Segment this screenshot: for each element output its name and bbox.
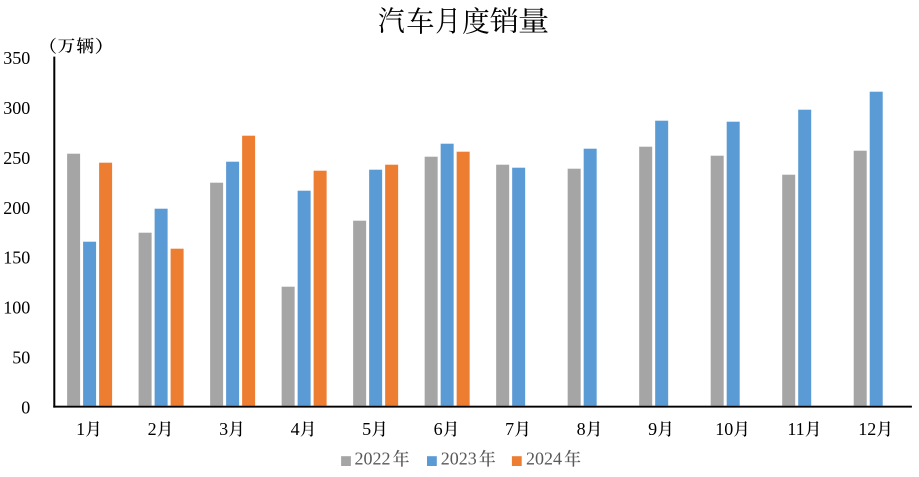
svg-text:2024: 2024 [526, 449, 562, 469]
svg-text:10: 10 [715, 419, 733, 439]
svg-text:9: 9 [648, 419, 657, 439]
svg-text:300: 300 [3, 98, 30, 118]
svg-text:3: 3 [219, 419, 228, 439]
svg-text:2023: 2023 [441, 449, 477, 469]
svg-text:6: 6 [434, 419, 443, 439]
svg-text:350: 350 [3, 48, 30, 68]
svg-text:250: 250 [3, 148, 30, 168]
svg-text:1: 1 [76, 419, 85, 439]
svg-text:2022: 2022 [355, 449, 391, 469]
svg-text:200: 200 [3, 198, 30, 218]
svg-text:11: 11 [787, 419, 804, 439]
svg-text:5: 5 [362, 419, 371, 439]
svg-text:0: 0 [21, 397, 30, 417]
svg-text:150: 150 [3, 248, 30, 268]
svg-text:100: 100 [3, 298, 30, 318]
svg-text:8: 8 [577, 419, 586, 439]
svg-text:50: 50 [12, 347, 30, 367]
svg-text:4: 4 [291, 419, 300, 439]
svg-text:2: 2 [148, 419, 157, 439]
svg-text:7: 7 [505, 419, 514, 439]
svg-text:12: 12 [858, 419, 876, 439]
